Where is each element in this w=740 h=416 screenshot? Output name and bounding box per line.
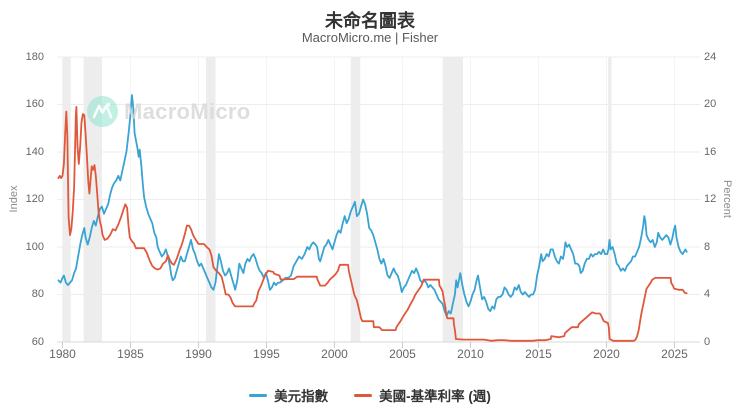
x-axis-tick-label: 2015 (525, 347, 552, 361)
right-axis-tick-label: 0 (704, 335, 711, 348)
x-axis-tick-label: 1990 (185, 347, 212, 361)
legend-item-dxy[interactable]: 美元指數 (249, 385, 328, 405)
left-axis-tick-label: 80 (31, 288, 44, 300)
x-axis-tick-label: 2025 (661, 347, 688, 361)
left-axis-tick-label: 120 (25, 193, 44, 205)
x-axis-tick-label: 2020 (593, 347, 620, 361)
legend-marker-dxy (249, 393, 268, 397)
x-axis-tick-label: 1980 (49, 347, 76, 361)
right-axis-tick-label: 4 (704, 288, 711, 300)
right-axis-tick-label: 12 (704, 193, 717, 205)
legend-label-dxy: 美元指數 (274, 389, 329, 404)
series-line-policy-rate[interactable] (57, 106, 688, 342)
chart-title: 未命名圖表 (325, 11, 415, 31)
left-axis-tick-label: 140 (25, 145, 44, 158)
right-axis-tick-label: 16 (704, 145, 717, 158)
right-axis-tick-label: 20 (704, 98, 717, 110)
legend-marker-policy-rate (354, 393, 373, 397)
right-axis-tick-label: 8 (704, 240, 711, 253)
left-axis-tick-label: 60 (31, 335, 44, 348)
x-axis-tick-label: 1985 (117, 347, 144, 361)
series-line-dxy[interactable] (57, 94, 688, 317)
legend-item-policy-rate[interactable]: 美國-基準利率 (週) (354, 385, 491, 405)
left-axis-tick-label: 180 (25, 50, 44, 63)
right-axis-title: Percent (721, 180, 733, 218)
x-axis-tick-label: 1995 (253, 347, 280, 361)
legend-label-policy-rate: 美國-基準利率 (週) (379, 389, 491, 404)
chart-subtitle: MacroMicro.me | Fisher (301, 30, 439, 45)
legend: 美元指數 美國-基準利率 (週) (0, 385, 740, 405)
x-axis-tick-label: 2010 (457, 347, 484, 361)
x-axis-tick-label: 2000 (321, 347, 348, 361)
right-axis-tick-label: 24 (704, 50, 717, 63)
left-axis-tick-label: 100 (25, 240, 44, 253)
x-axis-tick-label: 2005 (389, 347, 416, 361)
left-axis-tick-label: 160 (25, 98, 44, 110)
